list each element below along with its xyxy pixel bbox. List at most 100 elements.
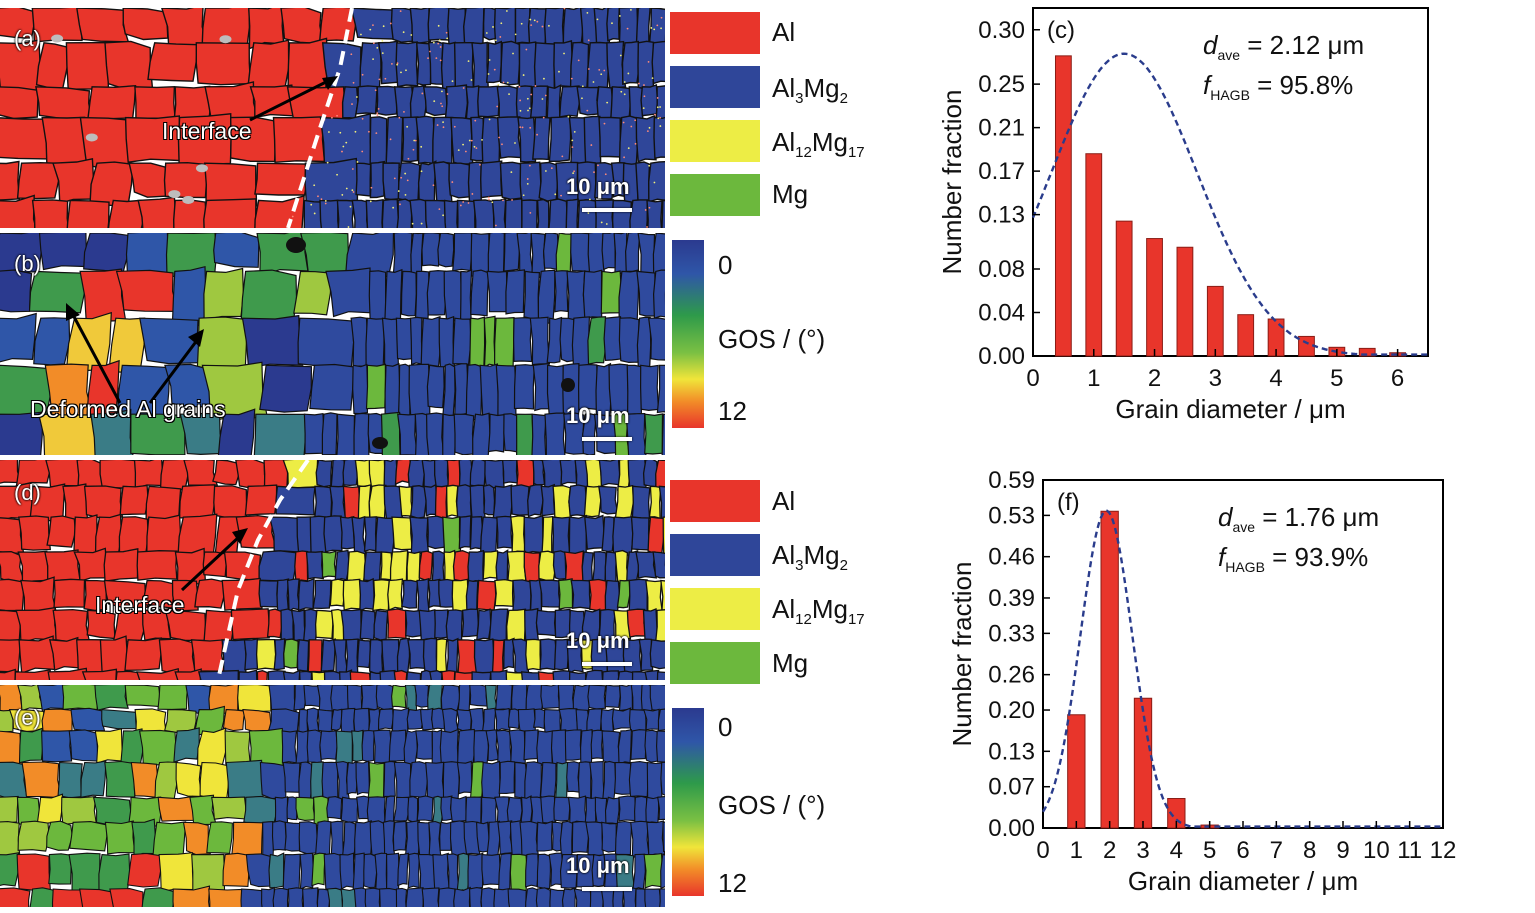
panel-label-b: (b) [14,251,41,276]
legend-al12mg17-2: Al12Mg17 [772,594,865,629]
scale-label-d: 10 μm [566,628,630,653]
y-tick-label: 0.13 [978,202,1025,229]
y-tick-label: 0.20 [988,697,1035,724]
legend-al: Al [772,17,796,47]
x-tick-label: 6 [1391,365,1404,392]
y-tick-label: 0.59 [988,467,1035,494]
bar [1054,55,1072,357]
panel-label: (c) [1047,17,1075,44]
gos-min-e: 0 [718,712,733,742]
y-axis-label: Number fraction [947,562,977,747]
y-tick-label: 0.17 [978,158,1025,185]
y-tick-label: 0.00 [988,815,1035,842]
swatch-al-2 [670,480,760,522]
bar [1176,246,1194,357]
gos-max-e: 12 [718,868,747,898]
x-tick-label: 12 [1430,837,1457,864]
bar [1237,314,1255,357]
bar [1115,220,1133,357]
x-tick-label: 9 [1336,837,1349,864]
x-tick-label: 2 [1148,365,1161,392]
swatch-al [670,12,760,54]
swatch-mg-2 [670,642,760,684]
x-tick-label: 2 [1103,837,1116,864]
scale-bar-a [582,208,632,212]
x-tick-label: 1 [1070,837,1083,864]
y-axis-label: Number fraction [937,90,967,275]
scale-bar-d [582,662,632,666]
y-tick-label: 0.46 [988,544,1035,571]
swatch-al12mg17 [670,120,760,162]
y-tick-label: 0.13 [988,738,1035,765]
panel-label-d: (d) [14,480,41,505]
scale-label-b: 10 μm [566,403,630,428]
grain-size-chart-c: 0 1 2 3 4 5 6 0.00 0.04 0.08 0.13 0.17 0.21 0.25 0.30 G… [937,7,1429,424]
x-axis-label: Grain diameter / μm [1128,866,1358,896]
x-tick-label: 3 [1136,837,1149,864]
y-tick-label: 0.53 [988,502,1035,529]
bar [1206,285,1224,357]
x-axis-label: Grain diameter / μm [1115,394,1345,424]
x-tick-label: 7 [1270,837,1283,864]
phase-map-a-svg [0,8,665,228]
gos-label-b: GOS / (°) [718,324,826,354]
scale-bar-e [582,887,632,891]
y-tick-label: 0.33 [988,620,1035,647]
legend-mg: Mg [772,179,809,209]
gos-map-b-svg [0,233,665,455]
deformed-al-callout-b: Deformed Al grains [30,396,226,422]
gos-label-e: GOS / (°) [718,790,826,820]
plot-frame [1032,7,1429,357]
x-tick-label: 6 [1236,837,1249,864]
f-hagb-annotation: fHAGB = 95.8% [1203,70,1353,103]
ebsd-phase-map-a: (a) Interface 10 μm [0,8,665,228]
bar [1085,153,1103,357]
y-tick-label: 0.07 [988,774,1035,801]
legend-al12mg17: Al12Mg17 [772,127,865,162]
x-tick-label: 4 [1269,365,1282,392]
x-tick-label: 10 [1363,837,1390,864]
x-tick-label: 0 [1036,837,1049,864]
ebsd-phase-map-d: (d) Interface 10 μm [0,460,665,680]
y-tick-label: 0.30 [978,17,1025,44]
x-tick-label: 8 [1303,837,1316,864]
legend-mg-2: Mg [772,648,809,678]
panel-label: (f) [1057,489,1080,516]
d-ave-annotation: dave = 2.12 μm [1203,30,1364,63]
phase-map-d-svg [0,460,665,680]
bar [1146,238,1163,357]
gos-min-b: 0 [718,250,733,280]
gos-colorbar-e [672,708,704,896]
grain-size-chart-f: 0 1 2 3 4 5 6 7 8 9 10 11 120.000.070.130.200.260.33… [947,467,1457,896]
ebsd-gos-map-b: (b) Deformed Al grains 10 μm [0,233,665,455]
y-tick-label: 0.04 [978,300,1025,327]
y-tick-label: 0.26 [988,662,1035,689]
swatch-al12mg17-2 [670,588,760,630]
x-tick-label: 3 [1209,365,1222,392]
gos-colorbar-b [672,240,704,428]
x-tick-label: 5 [1203,837,1216,864]
bar [1358,347,1376,357]
y-tick-label: 0.25 [978,71,1025,98]
swatch-al3mg2 [670,66,760,108]
scale-label-a: 10 μm [566,174,630,199]
interface-callout-d: Interface [95,592,185,618]
legend-al3mg2-2: Al3Mg2 [772,540,848,575]
x-tick-label: 4 [1170,837,1183,864]
fit-curve [1031,52,1428,356]
bar [1067,714,1086,829]
x-tick-label: 5 [1330,365,1343,392]
swatch-al3mg2-2 [670,534,760,576]
scale-bar-b [582,437,632,441]
y-tick-label: 0.08 [978,256,1025,283]
panel-label-e: (e) [14,705,41,730]
swatch-mg [670,174,760,216]
d-ave-annotation: dave = 1.76 μm [1218,502,1379,535]
x-tick-label: 11 [1397,837,1422,864]
y-tick-label: 0.21 [978,115,1025,142]
gos-max-b: 12 [718,396,747,426]
gos-map-e-svg [0,685,665,907]
interface-callout-a: Interface [162,118,252,144]
y-tick-label: 0.00 [978,343,1025,370]
ebsd-gos-map-e: (e) 10 μm [0,685,665,907]
